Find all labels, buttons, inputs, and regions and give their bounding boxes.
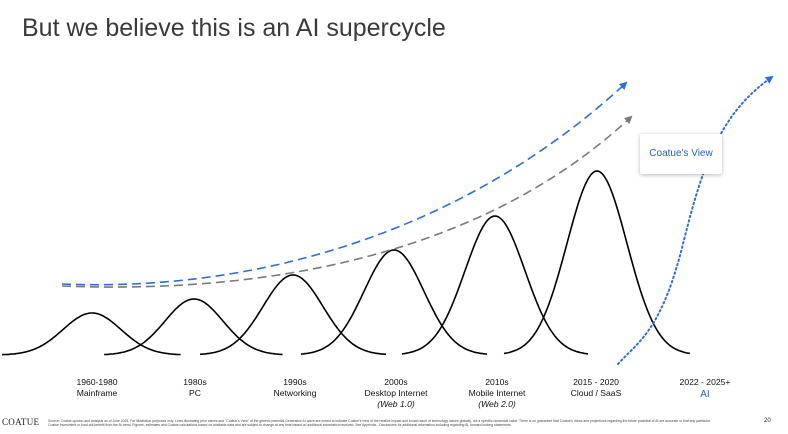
- era-name: AI: [700, 389, 710, 400]
- era-period: 1960-1980: [76, 377, 118, 387]
- era-name: PC: [189, 388, 201, 398]
- wave-networking: [199, 274, 387, 356]
- era-period: 1990s: [283, 377, 307, 387]
- era-name: Networking: [273, 388, 317, 398]
- era-label-5: 2015 - 2020 Cloud / SaaS: [541, 377, 651, 399]
- technology-waves: [2, 170, 691, 356]
- era-name: Mainframe: [76, 388, 118, 398]
- era-name: Cloud / SaaS: [570, 388, 622, 398]
- era-name: Mobile Internet: [468, 388, 526, 398]
- wave-cloud-saas: [503, 170, 691, 355]
- ai-dotted-curve: [617, 75, 774, 365]
- wave-mainframe: [2, 312, 181, 356]
- wave-desktop-internet: [300, 249, 488, 355]
- era-name: Desktop Internet: [364, 388, 428, 398]
- era-period: 2000s: [384, 377, 408, 387]
- era-subtitle: (Web 2.0): [478, 399, 516, 409]
- era-subtitle: (Web 1.0): [377, 399, 415, 409]
- era-period: 2015 - 2020: [573, 377, 619, 387]
- slide-title: But we believe this is an AI supercycle: [22, 14, 446, 42]
- era-label-1: 1980s PC: [140, 377, 250, 399]
- era-label-6: 2022 - 2025+ AI: [650, 377, 760, 400]
- page-number: 20: [764, 418, 771, 424]
- gray-trend-line: [61, 115, 633, 288]
- era-period: 2022 - 2025+: [679, 377, 731, 387]
- era-period: 1980s: [183, 377, 207, 387]
- blue-trend-line: [61, 81, 628, 286]
- wave-pc: [104, 298, 283, 356]
- disclaimer-text: Source: Coatue opinion and analysis as o…: [48, 419, 711, 428]
- coatue-view-callout: Coatue's View: [640, 134, 722, 174]
- era-period: 2010s: [485, 377, 509, 387]
- era-label-3: 2000s Desktop Internet (Web 1.0): [341, 377, 451, 410]
- era-label-0: 1960-1980 Mainframe: [42, 377, 152, 399]
- era-label-4: 2010s Mobile Internet (Web 2.0): [442, 377, 552, 410]
- era-label-2: 1990s Networking: [240, 377, 350, 399]
- wave-mobile-internet: [401, 215, 589, 355]
- brand-logo: COATUE: [2, 417, 40, 427]
